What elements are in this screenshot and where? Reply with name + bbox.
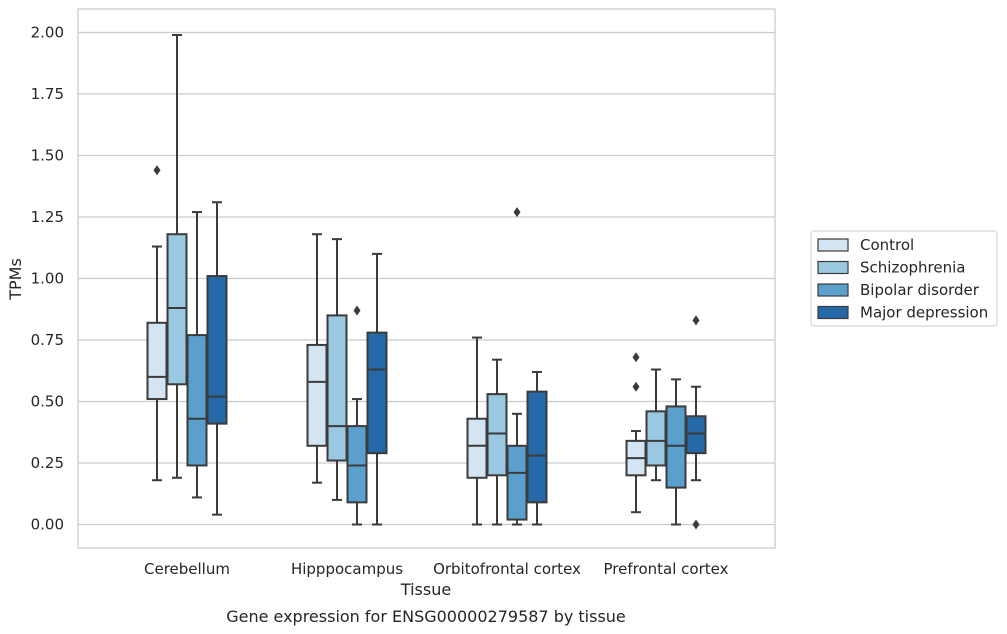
box-iqr bbox=[346, 425, 368, 504]
box bbox=[366, 252, 388, 526]
box bbox=[665, 378, 687, 526]
box bbox=[306, 233, 328, 484]
category-group bbox=[466, 207, 548, 526]
box-iqr bbox=[366, 331, 388, 455]
legend-swatch bbox=[817, 305, 849, 320]
box bbox=[326, 238, 348, 501]
box bbox=[466, 336, 488, 526]
box bbox=[685, 315, 707, 530]
box-iqr bbox=[166, 233, 188, 386]
legend-label: Control bbox=[860, 236, 914, 254]
box-iqr bbox=[326, 314, 348, 462]
box bbox=[166, 33, 188, 479]
box bbox=[486, 358, 508, 526]
box bbox=[625, 352, 647, 514]
y-tick-label: 0.00 bbox=[31, 516, 64, 534]
box bbox=[146, 165, 168, 482]
y-tick-label: 1.75 bbox=[31, 85, 64, 103]
y-axis-label: TPMs bbox=[6, 258, 25, 301]
x-tick-label: Prefrontal cortex bbox=[604, 560, 729, 578]
x-tick-label: Orbitofrontal cortex bbox=[433, 560, 581, 578]
legend-frame bbox=[810, 230, 998, 327]
chart-caption: Gene expression for ENSG00000279587 by t… bbox=[226, 607, 626, 626]
legend-label: Schizophrenia bbox=[860, 259, 965, 277]
y-tick-label: 1.25 bbox=[31, 208, 64, 226]
category-group bbox=[306, 233, 388, 526]
box-iqr bbox=[186, 334, 208, 467]
y-tick-label: 0.50 bbox=[31, 393, 64, 411]
legend-item: Control bbox=[817, 236, 914, 254]
outlier-point bbox=[692, 315, 700, 326]
box-iqr bbox=[526, 390, 548, 504]
y-tick-labels: 0.00 0.25 0.50 0.75 1.00 1.25 1.50 1.75 2.00 bbox=[31, 24, 64, 534]
legend-label: Major depression bbox=[860, 304, 988, 322]
legend-item: Major depression bbox=[817, 304, 988, 322]
legend-item: Bipolar disorder bbox=[817, 281, 980, 299]
x-tick-label: Cerebellum bbox=[144, 560, 230, 578]
box bbox=[206, 201, 228, 516]
outlier-point bbox=[513, 207, 521, 218]
y-tick-label: 2.00 bbox=[31, 24, 64, 42]
legend-label: Bipolar disorder bbox=[860, 281, 980, 299]
y-tick-label: 0.75 bbox=[31, 331, 64, 349]
outlier-point bbox=[692, 519, 700, 530]
category-group bbox=[146, 33, 228, 516]
box-iqr bbox=[146, 321, 168, 401]
box-groups bbox=[146, 33, 707, 530]
box bbox=[526, 370, 548, 526]
box-iqr bbox=[685, 415, 707, 455]
box-iqr bbox=[306, 343, 328, 447]
outlier-point bbox=[632, 381, 640, 392]
y-tick-label: 0.25 bbox=[31, 454, 64, 472]
legend-swatch bbox=[817, 283, 849, 297]
x-axis-label: Tissue bbox=[400, 580, 451, 599]
x-tick-labels: Cerebellum Hipppocampus Orbitofrontal cort… bbox=[144, 560, 729, 578]
legend-swatch bbox=[817, 238, 849, 252]
legend-item: Schizophrenia bbox=[817, 259, 965, 277]
category-group bbox=[625, 315, 707, 530]
x-tick-label: Hipppocampus bbox=[291, 560, 403, 578]
outlier-point bbox=[632, 352, 640, 363]
box-iqr bbox=[665, 405, 687, 489]
y-tick-label: 1.50 bbox=[31, 147, 64, 165]
box-iqr bbox=[206, 275, 228, 425]
box-iqr bbox=[645, 410, 667, 467]
legend: Control Schizophrenia Bipolar disorder Majo… bbox=[810, 230, 998, 327]
box bbox=[346, 305, 368, 526]
box-iqr bbox=[486, 393, 508, 477]
box-iqr bbox=[506, 444, 528, 521]
box-iqr bbox=[466, 417, 488, 479]
outlier-point bbox=[153, 165, 161, 176]
y-tick-label: 1.00 bbox=[31, 270, 64, 288]
outlier-point bbox=[353, 305, 361, 316]
legend-swatch bbox=[817, 260, 849, 275]
